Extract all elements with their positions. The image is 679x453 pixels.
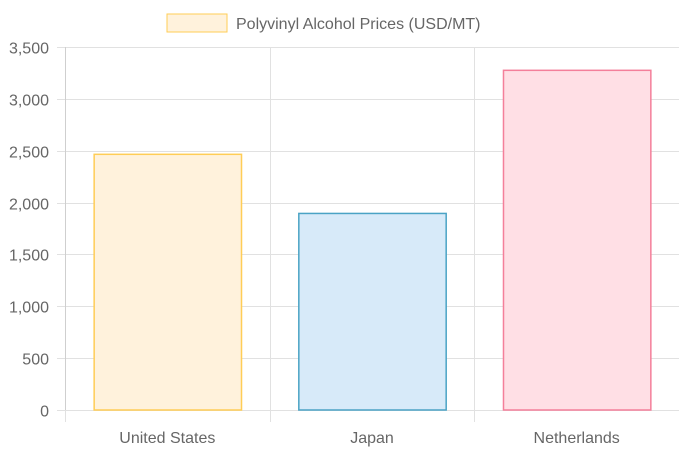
y-tick-label: 1,000 <box>9 300 49 317</box>
bar[interactable] <box>502 69 652 411</box>
y-tick-label: 2,500 <box>9 145 49 162</box>
y-tick-label: 2,000 <box>9 197 49 214</box>
y-tick-label: 3,500 <box>9 41 49 58</box>
axis-layer: 0 500 1,000 1,500 2,000 2,500 3,000 3,500 United… <box>9 41 620 448</box>
y-tick-label: 500 <box>22 352 49 369</box>
bar[interactable] <box>93 153 243 411</box>
x-tick-label: United States <box>119 430 215 447</box>
bars-layer <box>93 69 652 411</box>
legend[interactable]: Polyvinyl Alcohol Prices (USD/MT) <box>166 13 481 33</box>
y-tick-label: 0 <box>40 404 49 421</box>
y-tick-label: 3,000 <box>9 93 49 110</box>
bar[interactable] <box>298 212 447 411</box>
x-tick-label: Netherlands <box>534 430 620 447</box>
legend-label[interactable]: Polyvinyl Alcohol Prices (USD/MT) <box>236 16 481 33</box>
legend-swatch[interactable] <box>166 13 228 33</box>
x-tick-label: Japan <box>350 430 394 447</box>
y-tick-label: 1,500 <box>9 248 49 265</box>
